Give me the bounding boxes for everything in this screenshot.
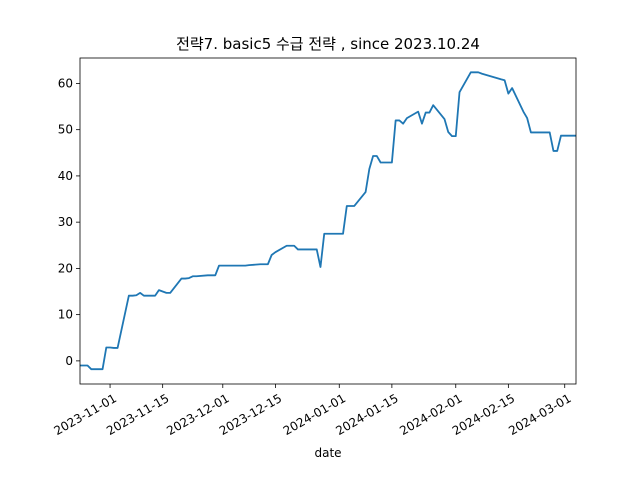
series-layer [80,71,576,371]
chart-title: 전략7. basic5 수급 전략 , since 2023.10.24 [176,35,480,53]
y-tick-label: 40 [58,169,73,183]
x-axis-label: date [314,446,341,460]
y-tick-label: 0 [65,354,73,368]
y-tick-label: 30 [58,215,73,229]
plot-frame [79,57,577,385]
y-tick-label: 20 [58,261,73,275]
y-tick-label: 10 [58,308,73,322]
y-axis: 0 10 20 30 40 50 60 [58,76,80,368]
y-tick-label: 50 [58,123,73,137]
y-tick-label: 60 [58,76,73,90]
series-line-0 [80,71,576,371]
